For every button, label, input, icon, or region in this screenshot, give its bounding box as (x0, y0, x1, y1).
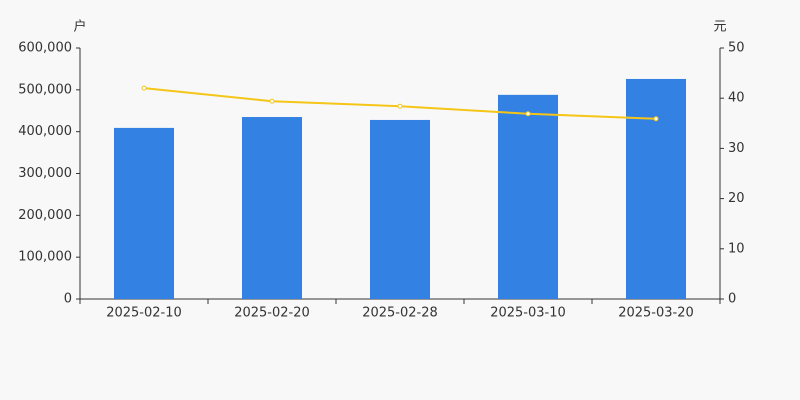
x-tick-label: 2025-02-28 (362, 306, 438, 321)
x-tick-label: 2025-03-20 (618, 306, 694, 321)
y2-tick-label: 40 (728, 91, 745, 106)
line-point (141, 85, 147, 91)
y2-tick-label: 0 (728, 292, 736, 307)
y-axis-label: 户 (73, 19, 86, 35)
x-tick-label: 2025-03-10 (490, 306, 566, 321)
y-tick-label: 200,000 (18, 208, 72, 223)
x-tick-label: 2025-02-10 (106, 306, 182, 321)
y-tick-label: 600,000 (18, 41, 72, 56)
bar (370, 119, 430, 299)
x-tick-label: 2025-02-20 (234, 306, 310, 321)
line-point (525, 111, 531, 117)
line-point (269, 98, 275, 104)
bar (498, 94, 558, 299)
y2-tick-label: 30 (728, 141, 745, 156)
bar (626, 78, 686, 299)
bar (242, 117, 302, 300)
y-tick-label: 400,000 (18, 124, 72, 139)
y2-tick-label: 10 (728, 241, 745, 256)
y2-tick-label: 50 (728, 41, 745, 56)
y-tick-label: 100,000 (18, 250, 72, 265)
y2-tick-label: 20 (728, 191, 745, 206)
y-tick-label: 500,000 (18, 82, 72, 97)
line-point (653, 116, 659, 122)
line-point (397, 103, 403, 109)
y2-axis-label: 元 (713, 20, 726, 35)
y-tick-label: 0 (64, 292, 72, 307)
bar (114, 127, 174, 299)
y-tick-label: 300,000 (18, 166, 72, 181)
